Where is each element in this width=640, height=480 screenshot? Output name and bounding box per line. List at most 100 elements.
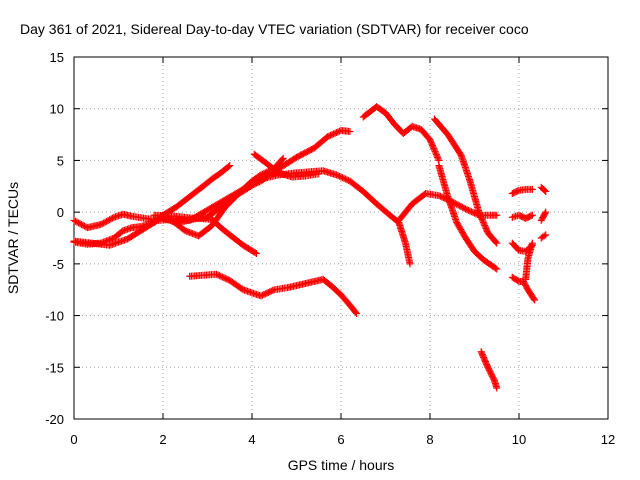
data-point <box>266 288 274 296</box>
data-point <box>433 152 441 160</box>
data-point <box>315 170 323 178</box>
data-point <box>97 221 105 229</box>
data-point <box>256 176 264 184</box>
x-tick-label: 10 <box>512 432 526 447</box>
data-point <box>343 176 351 184</box>
series-t7 <box>250 150 323 181</box>
data-point <box>333 171 341 179</box>
data-point <box>340 174 348 182</box>
data-point <box>346 127 354 135</box>
data-point <box>261 290 269 298</box>
data-point <box>107 215 115 223</box>
data-point <box>432 149 440 157</box>
data-point <box>457 203 465 211</box>
data-point <box>226 162 234 170</box>
grid <box>74 57 608 419</box>
data-point <box>98 220 106 228</box>
data-point <box>334 172 342 180</box>
data-point <box>426 136 434 144</box>
x-tick-label: 6 <box>337 432 344 447</box>
data-point <box>223 275 231 283</box>
y-tick-label: 15 <box>50 50 64 65</box>
data-point <box>477 213 485 221</box>
data-point <box>527 212 535 220</box>
data-point <box>330 130 338 138</box>
data-point <box>530 295 538 303</box>
data-point <box>73 218 81 226</box>
data-point <box>428 140 436 148</box>
data-point <box>217 272 225 280</box>
data-point <box>101 218 109 226</box>
data-point <box>481 223 489 231</box>
data-point <box>480 220 488 228</box>
data-point <box>514 187 522 195</box>
series-t17 <box>508 185 536 198</box>
series-t20 <box>537 231 550 242</box>
y-tick-label: 0 <box>57 205 64 220</box>
series-t16 <box>508 211 536 222</box>
data-point <box>542 208 550 216</box>
data-point <box>71 217 79 225</box>
data-point <box>106 216 114 224</box>
data-point <box>212 270 220 278</box>
data-point <box>74 219 82 227</box>
data-point <box>469 208 477 216</box>
y-tick-labels: -20 -15 -10 -5 0 5 10 15 <box>45 50 64 427</box>
data-point <box>487 369 495 377</box>
data-point <box>214 271 222 279</box>
data-point <box>488 371 496 379</box>
data-point <box>109 214 117 222</box>
series-t5 <box>150 167 414 268</box>
data-point <box>100 219 108 227</box>
data-point <box>476 210 484 218</box>
data-point <box>527 242 535 250</box>
data-point <box>432 151 440 159</box>
series-t2 <box>70 162 234 248</box>
data-point <box>486 368 494 376</box>
data-point <box>491 264 499 272</box>
data-point <box>352 308 360 316</box>
data-point <box>528 241 536 249</box>
data-point <box>70 216 78 224</box>
data-point <box>325 132 333 140</box>
chart-title: Day 361 of 2021, Sidereal Day-to-day VTE… <box>20 21 529 37</box>
data-point <box>221 274 229 282</box>
data-point <box>427 137 435 145</box>
data-point <box>76 220 84 228</box>
x-axis-label: GPS time / hours <box>288 457 395 473</box>
data-point <box>465 206 473 214</box>
data-point <box>484 363 492 371</box>
y-tick-label: -15 <box>45 360 64 375</box>
data-point <box>430 146 438 154</box>
data-point <box>258 291 266 299</box>
data-point <box>279 154 287 162</box>
series-t14 <box>522 239 536 283</box>
data-point <box>267 287 275 295</box>
data-point <box>541 210 549 218</box>
data-point <box>475 208 483 216</box>
data-point <box>79 221 87 229</box>
series-t15 <box>508 239 536 255</box>
data-point <box>260 291 268 299</box>
data-point <box>434 155 442 163</box>
data-point <box>476 211 484 219</box>
data-point <box>460 204 468 212</box>
series-t8 <box>359 103 443 164</box>
data-point <box>483 226 491 234</box>
data-point <box>463 206 471 214</box>
axis-ticks <box>73 56 609 420</box>
data-point <box>80 222 88 230</box>
data-point <box>434 153 442 161</box>
data-point <box>435 192 443 200</box>
x-tick-labels: 0 2 4 6 8 10 12 <box>70 432 615 447</box>
data-point <box>224 163 232 171</box>
data-point <box>479 217 487 225</box>
data-point <box>333 129 341 137</box>
data-point <box>531 296 539 304</box>
x-tick-label: 0 <box>70 432 77 447</box>
data-point <box>459 203 467 211</box>
data-point <box>542 231 550 239</box>
data-point <box>528 211 536 219</box>
data-point <box>456 202 464 210</box>
